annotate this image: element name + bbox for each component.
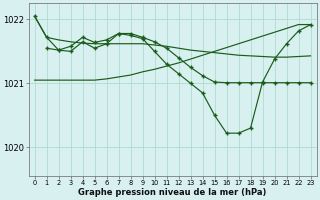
X-axis label: Graphe pression niveau de la mer (hPa): Graphe pression niveau de la mer (hPa) xyxy=(78,188,267,197)
